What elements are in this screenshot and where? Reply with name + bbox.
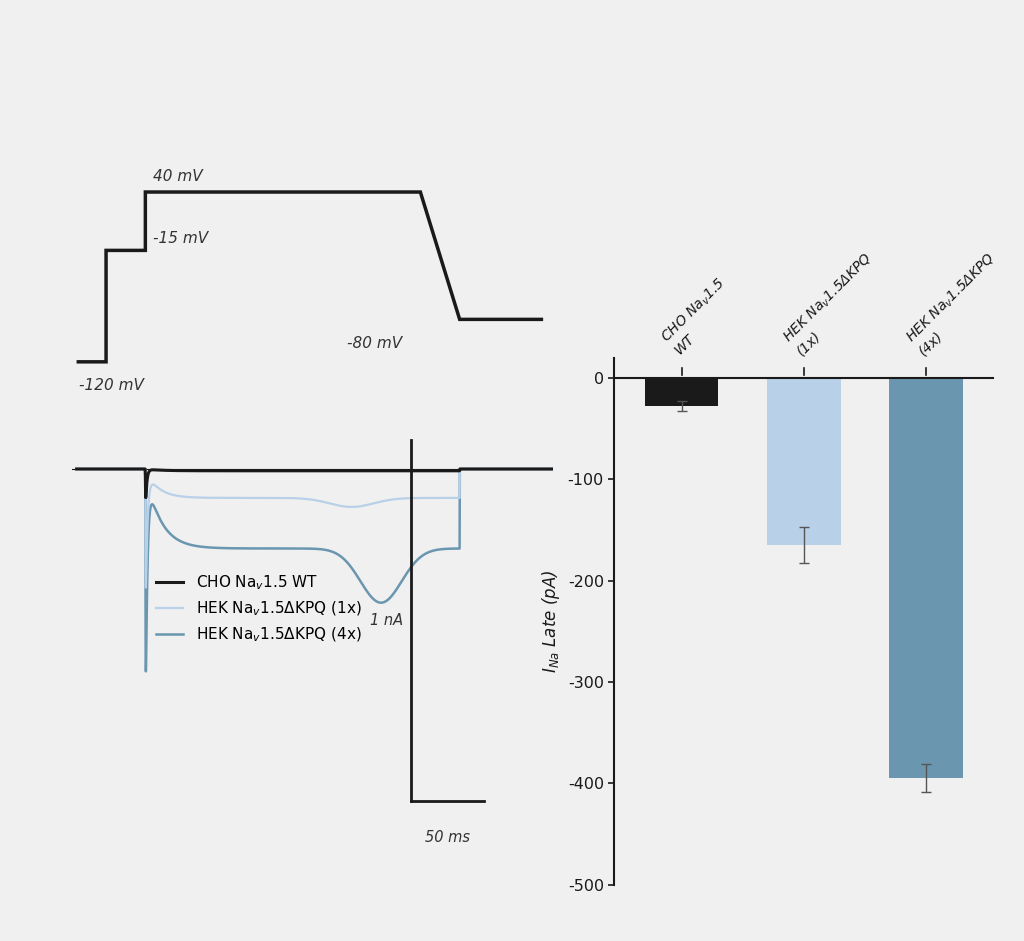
Bar [645,378,718,407]
Text: 50 ms: 50 ms [425,830,470,845]
Text: 1 nA: 1 nA [370,614,403,629]
Y-axis label: I$_{Na}$ Late (pA): I$_{Na}$ Late (pA) [541,569,562,673]
Text: -80 mV: -80 mV [347,336,401,350]
Text: HEK Na$_v$1.5ΔKPQ
(1x): HEK Na$_v$1.5ΔKPQ (1x) [780,250,888,358]
Text: -15 mV: -15 mV [153,231,208,247]
Bar [890,378,963,778]
Text: HEK Na$_v$1.5ΔKPQ
(4x): HEK Na$_v$1.5ΔKPQ (4x) [903,250,1011,358]
Text: -120 mV: -120 mV [79,378,144,393]
Legend: CHO Na$_v$1.5 WT, HEK Na$_v$1.5ΔKPQ (1x), HEK Na$_v$1.5ΔKPQ (4x): CHO Na$_v$1.5 WT, HEK Na$_v$1.5ΔKPQ (1x)… [150,567,368,650]
Text: CHO Na$_v$1.5
WT: CHO Na$_v$1.5 WT [658,275,741,358]
Text: 40 mV: 40 mV [153,169,203,183]
Bar [767,378,841,545]
